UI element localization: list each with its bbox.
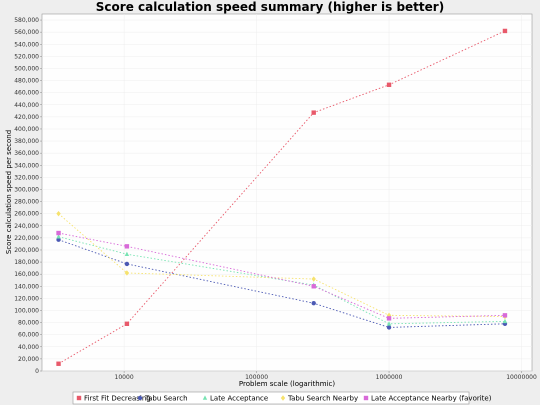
- data-point: [56, 361, 61, 366]
- plot-area: [41, 13, 533, 372]
- y-tick-label: 500,000: [14, 65, 39, 72]
- x-axis-label: Problem scale (logarithmic): [239, 380, 335, 388]
- y-tick-label: 580,000: [14, 17, 39, 24]
- y-tick-label: 480,000: [14, 78, 39, 85]
- data-point: [124, 261, 130, 267]
- legend-marker: [76, 395, 82, 401]
- y-tick-label: 300,000: [14, 186, 39, 193]
- y-tick-label: 60,000: [18, 332, 39, 339]
- x-axis-ticks: 10000 100000 1000000 10000000: [115, 371, 537, 381]
- data-point: [311, 276, 316, 282]
- y-tick-label: 180,000: [14, 259, 39, 266]
- chart-title: Score calculation speed summary (higher …: [96, 0, 444, 14]
- data-point: [502, 313, 508, 318]
- y-tick-label: 520,000: [14, 53, 39, 60]
- y-tick-label: 540,000: [14, 41, 39, 48]
- series-4: [56, 230, 508, 321]
- data-point: [56, 234, 61, 239]
- series-0: [56, 28, 508, 366]
- data-point: [124, 270, 130, 276]
- legend-marker: [137, 395, 143, 401]
- y-tick-label: 80,000: [18, 320, 39, 327]
- y-tick-label: 380,000: [14, 138, 39, 145]
- y-tick-label: 400,000: [14, 126, 39, 133]
- y-tick-label: 20,000: [18, 356, 39, 363]
- y-tick-label: 240,000: [14, 223, 39, 230]
- x-tick-label: 1000000: [376, 374, 403, 381]
- y-tick-label: 100,000: [14, 307, 39, 314]
- y-tick-label: 120,000: [14, 295, 39, 302]
- y-axis-label: Score calculation speed per second: [5, 130, 13, 254]
- data-point: [56, 210, 61, 217]
- legend-marker: [280, 395, 286, 401]
- y-tick-label: 440,000: [14, 102, 39, 109]
- data-point: [56, 237, 61, 242]
- y-tick-label: 460,000: [14, 90, 39, 97]
- data-point: [386, 316, 392, 321]
- y-tick-label: 40,000: [18, 344, 39, 351]
- y-tick-label: 260,000: [14, 211, 39, 218]
- legend-box: [72, 391, 470, 405]
- y-tick-label: 420,000: [14, 114, 39, 121]
- y-tick-label: 220,000: [14, 235, 39, 242]
- y-tick-label: 200,000: [14, 247, 39, 254]
- series-line: [58, 232, 505, 319]
- data-point: [124, 244, 130, 249]
- series-group: [56, 28, 508, 366]
- data-point: [386, 82, 392, 87]
- data-point: [56, 230, 61, 236]
- data-point: [124, 251, 130, 257]
- series-1: [56, 237, 508, 330]
- legend-label: Tabu Search Nearby: [287, 395, 358, 403]
- data-point: [311, 284, 316, 289]
- data-point: [311, 301, 316, 306]
- data-point: [124, 321, 130, 327]
- x-tick-label: 10000000: [506, 374, 537, 381]
- legend-label: First Fit Decreasing: [84, 395, 151, 403]
- y-tick-label: 340,000: [14, 162, 39, 169]
- data-point: [502, 28, 508, 34]
- legend-marker: [363, 395, 369, 401]
- y-tick-label: 360,000: [14, 150, 39, 157]
- y-axis-ticks: 0 20,000 40,000 60,000 80,000 100,000 120,000 1…: [14, 17, 42, 375]
- data-point: [386, 325, 392, 330]
- y-tick-label: 0: [35, 368, 39, 375]
- y-tick-label: 140,000: [14, 283, 39, 290]
- x-tick-label: 100000: [245, 374, 268, 381]
- y-tick-label: 320,000: [14, 174, 39, 181]
- y-tick-label: 160,000: [14, 271, 39, 278]
- legend-marker: [202, 395, 208, 400]
- y-tick-label: 560,000: [14, 29, 39, 36]
- data-point: [311, 110, 316, 115]
- legend-label: Tabu Search: [144, 395, 188, 403]
- y-tick-label: 280,000: [14, 199, 39, 206]
- data-point: [502, 318, 508, 324]
- grid-lines: [42, 14, 532, 372]
- legend-label: Late Acceptance Nearby (favorite): [371, 395, 492, 403]
- x-tick-label: 10000: [115, 374, 134, 381]
- data-point: [386, 321, 392, 326]
- legend-label: Late Acceptance: [210, 395, 268, 403]
